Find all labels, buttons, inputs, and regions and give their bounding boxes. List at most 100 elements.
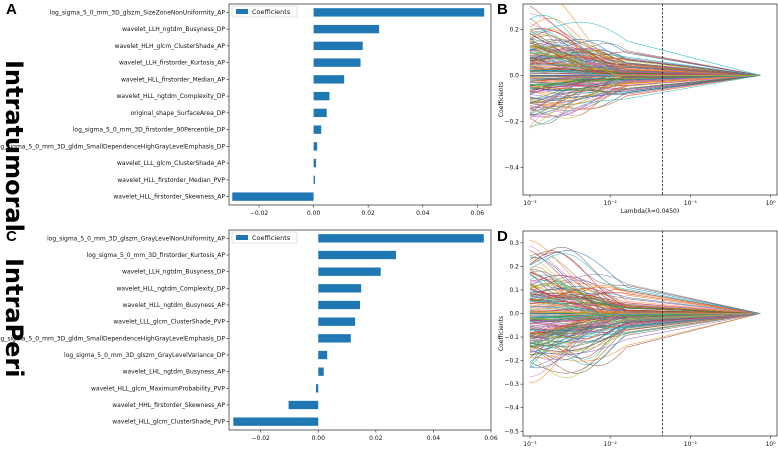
x-tick-label-1: 10⁻³: [523, 200, 537, 207]
coefficient-path-129: [529, 285, 761, 314]
coefficient-path-193: [529, 75, 761, 86]
coefficient-path-100: [529, 313, 761, 368]
coefficient-path-198: [529, 313, 761, 367]
coefficient-path-121: [529, 313, 761, 361]
panel-b-lasso-path-plot: B 10⁻³ 10⁻² 10⁻¹ 10⁰ −0.4 −0.2 0.0 0.2 Lambda(λ=0…: [497, 1, 778, 215]
coefficient-path-179: [529, 313, 761, 344]
y-tick-label-3: −0.3: [504, 381, 519, 388]
coefficient-path-72: [529, 28, 761, 76]
bar-11: [288, 400, 319, 410]
coefficient-paths: [529, 240, 761, 383]
bar-10: [313, 158, 317, 168]
y-tick-label-7: 0.1: [509, 287, 519, 294]
x-tick-label-2: 0.00: [312, 435, 326, 442]
coefficient-path-144: [529, 313, 761, 352]
coefficient-path-186: [529, 296, 761, 314]
coefficient-path-175: [529, 75, 761, 101]
coefficient-path-194: [529, 69, 761, 76]
bar-7: [313, 108, 327, 118]
x-axis-title: Lambda(λ=0.0450): [621, 208, 679, 215]
coefficient-path-10: [529, 313, 761, 343]
coefficient-path-160: [529, 253, 761, 314]
x-tick-label-5: 0.06: [484, 435, 498, 442]
y-tick-label-2: −0.2: [504, 118, 519, 125]
category-label-5: wavelet_HLL_firstorder_Median_AP: [121, 76, 225, 83]
coefficient-path-196: [529, 52, 761, 76]
legend-box: [231, 5, 298, 18]
bar-2: [313, 24, 380, 34]
coefficient-path-186: [529, 35, 761, 76]
coefficient-paths: [529, 4, 761, 129]
bar-12: [232, 192, 314, 201]
plot-frame: [228, 229, 492, 431]
coefficient-path-158: [529, 313, 761, 316]
coefficient-path-192: [561, 4, 761, 76]
legend: Coefficients: [231, 231, 298, 244]
coefficient-path-181: [529, 250, 761, 314]
coefficient-path-48: [529, 253, 761, 314]
coefficient-path-171: [529, 288, 761, 314]
coefficient-path-114: [529, 301, 761, 314]
bar-3: [318, 267, 381, 276]
coefficient-path-150: [529, 75, 761, 127]
legend-box: [231, 231, 298, 244]
coefficient-path-190: [529, 28, 761, 76]
y-tick-label-6: 0.0: [509, 310, 519, 317]
x-tick-label-4: 0.04: [416, 210, 430, 217]
coefficient-path-169: [529, 313, 761, 353]
coefficient-path-105: [529, 294, 761, 314]
coefficient-path-185: [529, 75, 761, 77]
coefficient-path-103: [529, 313, 761, 352]
x-tick-label-1: −0.02: [250, 210, 269, 217]
category-label-10: wavelet_HLL_glcm_MaximumProbability_PVP: [91, 385, 225, 392]
bar-1: [313, 8, 485, 17]
category-label-8: log_sigma_5_0_mm_3D_glszm_GrayLevelVaria…: [64, 352, 225, 359]
x-tick-label-4: 10⁰: [766, 441, 777, 448]
coefficient-path-199: [529, 34, 761, 76]
bar-4: [318, 284, 362, 293]
y-tick-label-4: 0.2: [509, 26, 519, 33]
category-label-6: wavelet_HLL_ngtdm_Complexity_DP: [117, 93, 226, 100]
panel-letter-b: B: [497, 1, 508, 18]
coefficient-path-140: [529, 14, 761, 76]
category-label-7: log_sigma_5_0_mm_3D_gldm_SmallDependence…: [0, 335, 225, 342]
coefficient-path-198: [529, 42, 761, 76]
legend-swatch: [236, 9, 248, 14]
coefficient-path-135: [529, 313, 761, 344]
plot-frame: [522, 3, 778, 196]
category-label-12: wavelet_HLL_firstorder_Skewness_AP: [113, 194, 225, 201]
y-tick-label-2: −0.4: [504, 405, 519, 412]
bar-5: [318, 300, 360, 310]
coefficient-path-197: [529, 73, 761, 76]
x-tick-label-3: 10⁻¹: [684, 200, 698, 207]
y-tick-label-8: 0.2: [509, 263, 519, 270]
bar-9: [313, 142, 318, 151]
coefficient-path-46: [529, 247, 761, 314]
coefficient-path-187: [529, 75, 761, 118]
coefficient-path-192: [529, 313, 761, 335]
x-tick-label-3: 10⁻¹: [684, 441, 698, 448]
coefficient-path-57: [529, 245, 761, 314]
bar-1: [318, 234, 484, 243]
category-label-2: log_sigma_5_0_mm_3D_firstorder_Kurtosis_…: [87, 252, 226, 259]
bar-9: [318, 367, 324, 376]
coefficient-path-62: [529, 313, 761, 362]
x-tick-label-4: 10⁰: [766, 200, 777, 207]
side-label-intraperi: IntraPeri: [0, 258, 28, 377]
coefficient-path-167: [529, 275, 761, 314]
coefficient-path-191: [529, 75, 761, 116]
panel-letter-a: A: [6, 1, 17, 18]
coefficient-path-18: [529, 274, 761, 314]
coefficient-path-191: [529, 313, 761, 331]
bar-8: [313, 125, 322, 134]
coefficient-path-188: [529, 39, 761, 76]
category-label-1: log_sigma_5_0_mm_3D_glszm_SizeZoneNonUni…: [50, 9, 226, 16]
coefficient-path-177: [529, 75, 761, 92]
category-label-10: wavelet_LLL_glcm_ClusterShade_AP: [117, 160, 225, 167]
bar-11: [313, 175, 315, 185]
coefficient-path-164: [529, 282, 761, 314]
bar-8: [318, 350, 328, 360]
category-label-11: wavelet_HLL_firstorder_Median_PVP: [117, 177, 225, 184]
